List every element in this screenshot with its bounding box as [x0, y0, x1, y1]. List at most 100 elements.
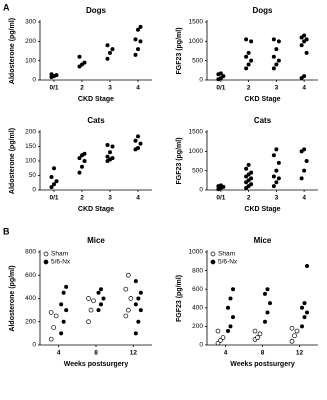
legend-label: Sham: [218, 251, 235, 258]
data-point: [136, 47, 140, 52]
data-point: [138, 290, 143, 295]
data-point: [304, 50, 309, 55]
data-point: [244, 66, 249, 71]
data-point: [77, 54, 82, 59]
legend-marker: [43, 251, 49, 257]
data-point: [123, 286, 129, 292]
data-point: [54, 73, 59, 78]
data-point: [88, 307, 94, 313]
y-tick-label: 1500: [189, 19, 204, 26]
y-tick-label: 0: [32, 342, 36, 349]
data-point: [274, 168, 279, 173]
x-tick-label: 2: [80, 85, 84, 92]
legend-marker: [210, 259, 216, 265]
data-point: [305, 310, 309, 315]
data-point: [54, 179, 59, 184]
data-point: [302, 168, 307, 173]
data-point: [271, 66, 276, 71]
y-axis-label: Aldosterone (pg/ml): [9, 18, 16, 84]
y-tick-label: 800: [192, 267, 203, 274]
x-tick-label: 4: [136, 85, 140, 92]
y-axis-label: FGF23 (pg/ml): [176, 137, 183, 184]
y-tick-label: 300: [25, 19, 36, 26]
data-point: [276, 39, 281, 44]
data-point: [244, 166, 249, 171]
data-point: [218, 71, 223, 76]
data-point: [228, 324, 233, 329]
legend-label: 5/6-Nx: [218, 259, 238, 266]
data-point: [300, 305, 304, 310]
data-point: [304, 159, 309, 163]
chart-title: Cats: [254, 116, 272, 125]
data-point: [101, 296, 106, 301]
x-tick-label: 8: [261, 350, 265, 357]
data-point: [302, 33, 307, 38]
data-point: [138, 24, 143, 29]
data-point: [108, 150, 112, 155]
data-point: [110, 47, 115, 52]
data-point: [249, 39, 254, 44]
data-point: [49, 185, 54, 190]
data-point: [215, 328, 221, 334]
data-point: [274, 180, 279, 185]
y-tick-label: 0: [199, 342, 203, 349]
data-point: [231, 315, 235, 320]
data-point: [292, 333, 297, 339]
panel-label: B: [3, 226, 10, 236]
x-tick-label: 0/1: [216, 85, 225, 92]
x-axis-label: CKD Stage: [244, 206, 280, 213]
data-point: [136, 145, 140, 150]
legend-label: 5/6-Nx: [51, 259, 71, 266]
x-tick-label: 2: [247, 195, 251, 202]
data-point: [105, 43, 110, 48]
data-point: [249, 182, 254, 187]
data-point: [271, 174, 276, 179]
data-point: [271, 153, 276, 158]
x-axis-label: CKD Stage: [78, 96, 114, 103]
data-point: [136, 296, 141, 301]
data-point: [136, 134, 140, 139]
data-point: [61, 290, 66, 295]
y-tick-label: 1000: [189, 249, 204, 256]
data-point: [91, 298, 96, 304]
data-point: [276, 176, 281, 181]
y-tick-label: 400: [25, 295, 36, 302]
y-tick-label: 0: [199, 77, 203, 84]
data-point: [80, 164, 84, 169]
data-point: [299, 43, 304, 48]
data-point: [86, 319, 91, 325]
x-tick-label: 3: [108, 195, 112, 202]
data-point: [82, 159, 87, 163]
data-point: [300, 324, 304, 329]
y-tick-label: 0: [32, 187, 36, 194]
data-point: [274, 147, 279, 152]
data-point: [77, 170, 82, 175]
chart-title: Cats: [87, 116, 105, 125]
y-tick-label: 200: [25, 129, 36, 136]
y-tick-label: 200: [192, 323, 203, 330]
chart-title: Mice: [87, 236, 105, 245]
data-point: [128, 296, 134, 301]
x-tick-label: 0/1: [49, 195, 58, 202]
y-tick-label: 0: [199, 187, 203, 194]
data-point: [271, 184, 276, 189]
x-tick-label: 4: [224, 350, 228, 357]
y-axis-label: FGF23 (pg/ml): [176, 275, 183, 322]
data-point: [294, 328, 300, 334]
data-point: [49, 72, 54, 77]
panel-label: A: [3, 2, 10, 12]
data-point: [302, 301, 307, 306]
y-tick-label: 500: [192, 167, 203, 174]
data-point: [53, 313, 59, 319]
x-tick-label: 4: [136, 195, 140, 202]
y-tick-label: 50: [29, 172, 37, 179]
data-point: [299, 176, 304, 181]
data-point: [52, 166, 56, 171]
data-point: [82, 151, 87, 156]
y-tick-label: 1000: [189, 38, 204, 45]
data-point: [133, 52, 138, 57]
legend-marker: [43, 259, 49, 265]
x-tick-label: 2: [247, 85, 251, 92]
data-point: [271, 54, 276, 59]
y-tick-label: 200: [25, 38, 36, 45]
